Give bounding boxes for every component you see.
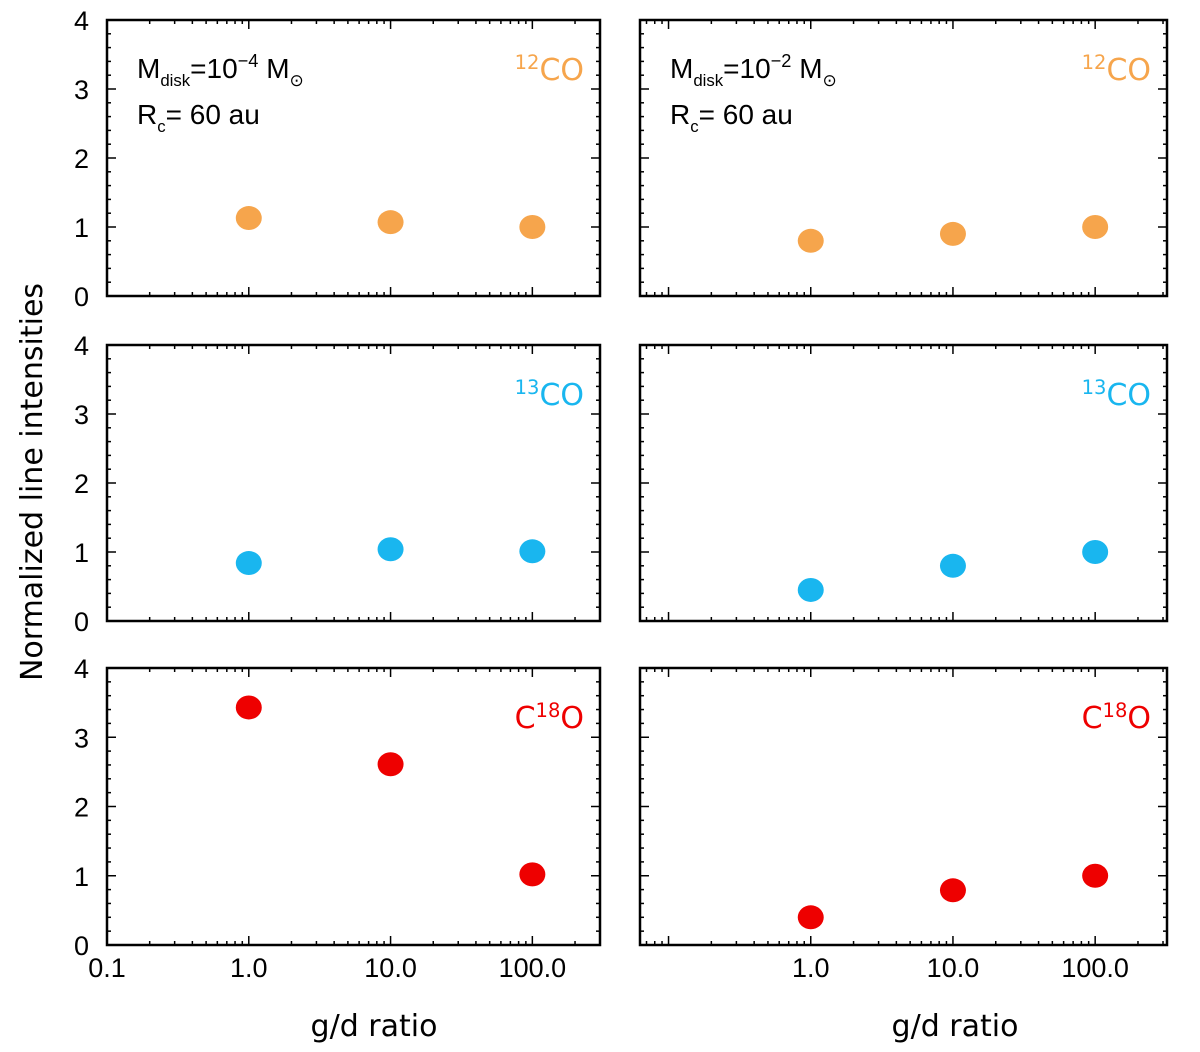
- data-point-13CO: [377, 537, 404, 562]
- disk-mass-annotation-part: disk: [160, 71, 190, 90]
- data-point-C18O: [1082, 863, 1109, 888]
- x-tick-label: 100.0: [499, 953, 567, 983]
- data-point-C18O: [377, 752, 404, 777]
- species-label-part: CO: [1106, 378, 1151, 413]
- radius-annotation-part: = 60 au: [166, 99, 260, 130]
- radius-annotation-part: c: [157, 117, 165, 136]
- disk-mass-annotation-part: =10: [723, 53, 771, 84]
- y-tick-label: 1: [74, 213, 89, 243]
- data-point-13CO: [519, 539, 546, 564]
- panel-bottom-left: 0 1 2 3 4 0.1 1.0 10.0 100.0 C18O: [74, 654, 602, 983]
- data-point-12CO: [377, 210, 404, 235]
- disk-mass-annotation: Mdisk=10−2 M⊙: [670, 51, 837, 90]
- data-point-12CO: [1082, 215, 1109, 239]
- x-tick-label: 100.0: [1061, 953, 1129, 983]
- disk-mass-annotation: Mdisk=10−4 M⊙: [137, 51, 304, 90]
- y-tick-label: 3: [74, 723, 89, 753]
- y-tick-label: 0: [74, 607, 89, 637]
- data-point-C18O: [939, 878, 966, 903]
- y-tick-label: 0: [74, 931, 89, 961]
- disk-mass-annotation-part: =10: [190, 53, 238, 84]
- radius-annotation-part: = 60 au: [699, 99, 793, 130]
- species-label-part: 18: [536, 699, 561, 722]
- disk-mass-annotation-part: M: [258, 53, 289, 84]
- data-point-C18O: [797, 905, 824, 930]
- panel-bottom-right: 1.0 10.0 100.0 C18O: [638, 666, 1169, 983]
- species-label: C18O: [515, 699, 584, 736]
- disk-mass-annotation-part: M: [791, 53, 822, 84]
- species-label-part: CO: [539, 53, 584, 88]
- data-point-13CO: [939, 553, 966, 578]
- species-label-part: 13: [515, 376, 540, 399]
- y-tick-label: 3: [74, 75, 89, 105]
- y-tick-label: 1: [74, 862, 89, 892]
- disk-mass-annotation-part: ⊙: [823, 71, 837, 90]
- y-tick-label: 1: [74, 538, 89, 568]
- disk-mass-annotation-part: M: [137, 53, 160, 84]
- y-tick-label: 4: [74, 6, 89, 36]
- species-label-part: 18: [1103, 699, 1128, 722]
- data-point-13CO: [797, 577, 824, 602]
- y-tick-label: 2: [74, 469, 89, 499]
- species-label: 12CO: [515, 51, 584, 88]
- radius-annotation: Rc= 60 au: [670, 99, 793, 136]
- x-tick-label: 10.0: [927, 953, 980, 983]
- species-label: 13CO: [515, 376, 584, 413]
- x-tick-label: 0.1: [88, 953, 126, 983]
- disk-mass-annotation-part: ⊙: [290, 71, 304, 90]
- disk-mass-annotation-part: −4: [238, 51, 259, 71]
- species-label-part: C: [515, 701, 536, 736]
- x-axis-title-right: g/d ratio: [892, 1009, 1019, 1044]
- disk-mass-annotation-part: −2: [771, 51, 792, 71]
- x-axis-title-left: g/d ratio: [311, 1009, 438, 1044]
- panel-middle-left: 0 1 2 3 4 13CO: [74, 331, 602, 637]
- y-tick-label: 2: [74, 793, 89, 823]
- data-point-13CO: [1082, 540, 1109, 564]
- data-point-12CO: [939, 221, 966, 246]
- disk-mass-annotation-part: M: [670, 53, 693, 84]
- x-tick-label: 1.0: [792, 953, 830, 983]
- data-point-12CO: [519, 215, 546, 239]
- y-tick-label: 3: [74, 400, 89, 430]
- species-label: 13CO: [1082, 376, 1151, 413]
- species-label-part: O: [560, 701, 584, 736]
- species-label: C18O: [1082, 699, 1151, 736]
- species-label-part: 12: [515, 51, 540, 74]
- x-tick-label: 10.0: [364, 953, 417, 983]
- radius-annotation-part: R: [137, 99, 157, 130]
- radius-annotation-part: c: [690, 117, 698, 136]
- species-label-part: CO: [1106, 53, 1151, 88]
- species-label-part: 13: [1082, 376, 1107, 399]
- data-point-12CO: [235, 206, 262, 231]
- data-point-C18O: [235, 695, 262, 720]
- radius-annotation-part: R: [670, 99, 690, 130]
- data-point-13CO: [235, 551, 262, 576]
- y-axis-title: Normalized line intensities: [15, 283, 50, 681]
- species-label-part: O: [1127, 701, 1151, 736]
- y-tick-label: 2: [74, 144, 89, 174]
- y-tick-label: 0: [74, 282, 89, 312]
- species-label: 12CO: [1082, 51, 1151, 88]
- x-tick-label: 1.0: [230, 953, 268, 983]
- panel-middle-right: 13CO: [638, 343, 1169, 623]
- radius-annotation: Rc= 60 au: [137, 99, 260, 136]
- y-tick-label: 4: [74, 654, 89, 684]
- y-tick-label: 4: [74, 331, 89, 361]
- species-label-part: C: [1082, 701, 1103, 736]
- data-point-12CO: [797, 228, 824, 253]
- species-label-part: 12: [1082, 51, 1107, 74]
- disk-mass-annotation-part: disk: [693, 71, 723, 90]
- data-point-C18O: [519, 862, 546, 887]
- species-label-part: CO: [539, 378, 584, 413]
